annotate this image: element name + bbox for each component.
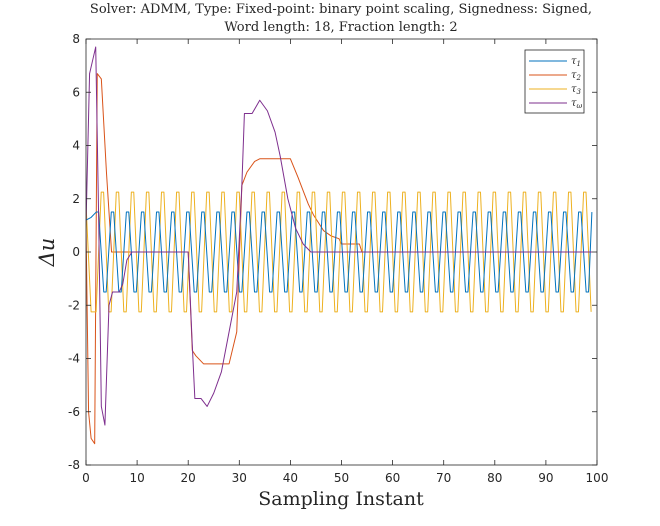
- y-tick-label: 8: [72, 32, 80, 46]
- series-line-tau-2: [86, 73, 592, 445]
- legend-label: τ2: [571, 70, 582, 82]
- y-tick-label: 4: [72, 139, 80, 153]
- y-tick-label: -2: [68, 298, 80, 312]
- x-tick-label: 80: [487, 471, 502, 485]
- legend-label: τω: [571, 98, 583, 110]
- x-tick-label: 50: [334, 471, 349, 485]
- x-axis-label: Sampling Instant: [258, 488, 424, 510]
- x-tick-label: 100: [586, 471, 609, 485]
- legend: τ1 τ2 τ3 τω: [524, 49, 585, 114]
- x-tick-label: 70: [436, 471, 451, 485]
- x-tick-label: 10: [129, 471, 144, 485]
- y-tick-label: 0: [72, 245, 80, 259]
- y-tick-label: 2: [72, 192, 80, 206]
- y-axis-ticks: -8 -6 -4 -2 0 2 4 6 8: [68, 32, 597, 472]
- chart-title-line-2: Word length: 18, Fraction length: 2: [224, 20, 457, 35]
- x-tick-label: 60: [385, 471, 400, 485]
- x-tick-label: 40: [283, 471, 298, 485]
- y-tick-label: -4: [68, 352, 80, 366]
- legend-label: τ1: [571, 56, 581, 68]
- legend-label-subscript: ω: [577, 102, 583, 110]
- series-line-tau-ω: [86, 46, 592, 426]
- legend-label-subscript: 2: [576, 74, 582, 82]
- x-tick-label: 90: [538, 471, 553, 485]
- x-axis-ticks: 0 10 20 30 40 50 60 70 80 90 100: [82, 39, 608, 485]
- series-layer: [86, 46, 593, 445]
- legend-label: τ3: [571, 84, 582, 96]
- legend-label-subscript: 3: [577, 88, 582, 96]
- y-axis-label: Δu: [35, 238, 59, 268]
- chart-title-line-1: Solver: ADMM, Type: Fixed-point: binary …: [90, 2, 592, 17]
- y-tick-label: 6: [72, 85, 80, 99]
- y-tick-label: -8: [68, 458, 80, 472]
- y-tick-label: -6: [68, 405, 80, 419]
- series-line-tau-1: [86, 211, 593, 293]
- x-tick-label: 30: [232, 471, 247, 485]
- legend-label-subscript: 1: [577, 60, 581, 68]
- x-tick-label: 20: [181, 471, 196, 485]
- x-tick-label: 0: [82, 471, 90, 485]
